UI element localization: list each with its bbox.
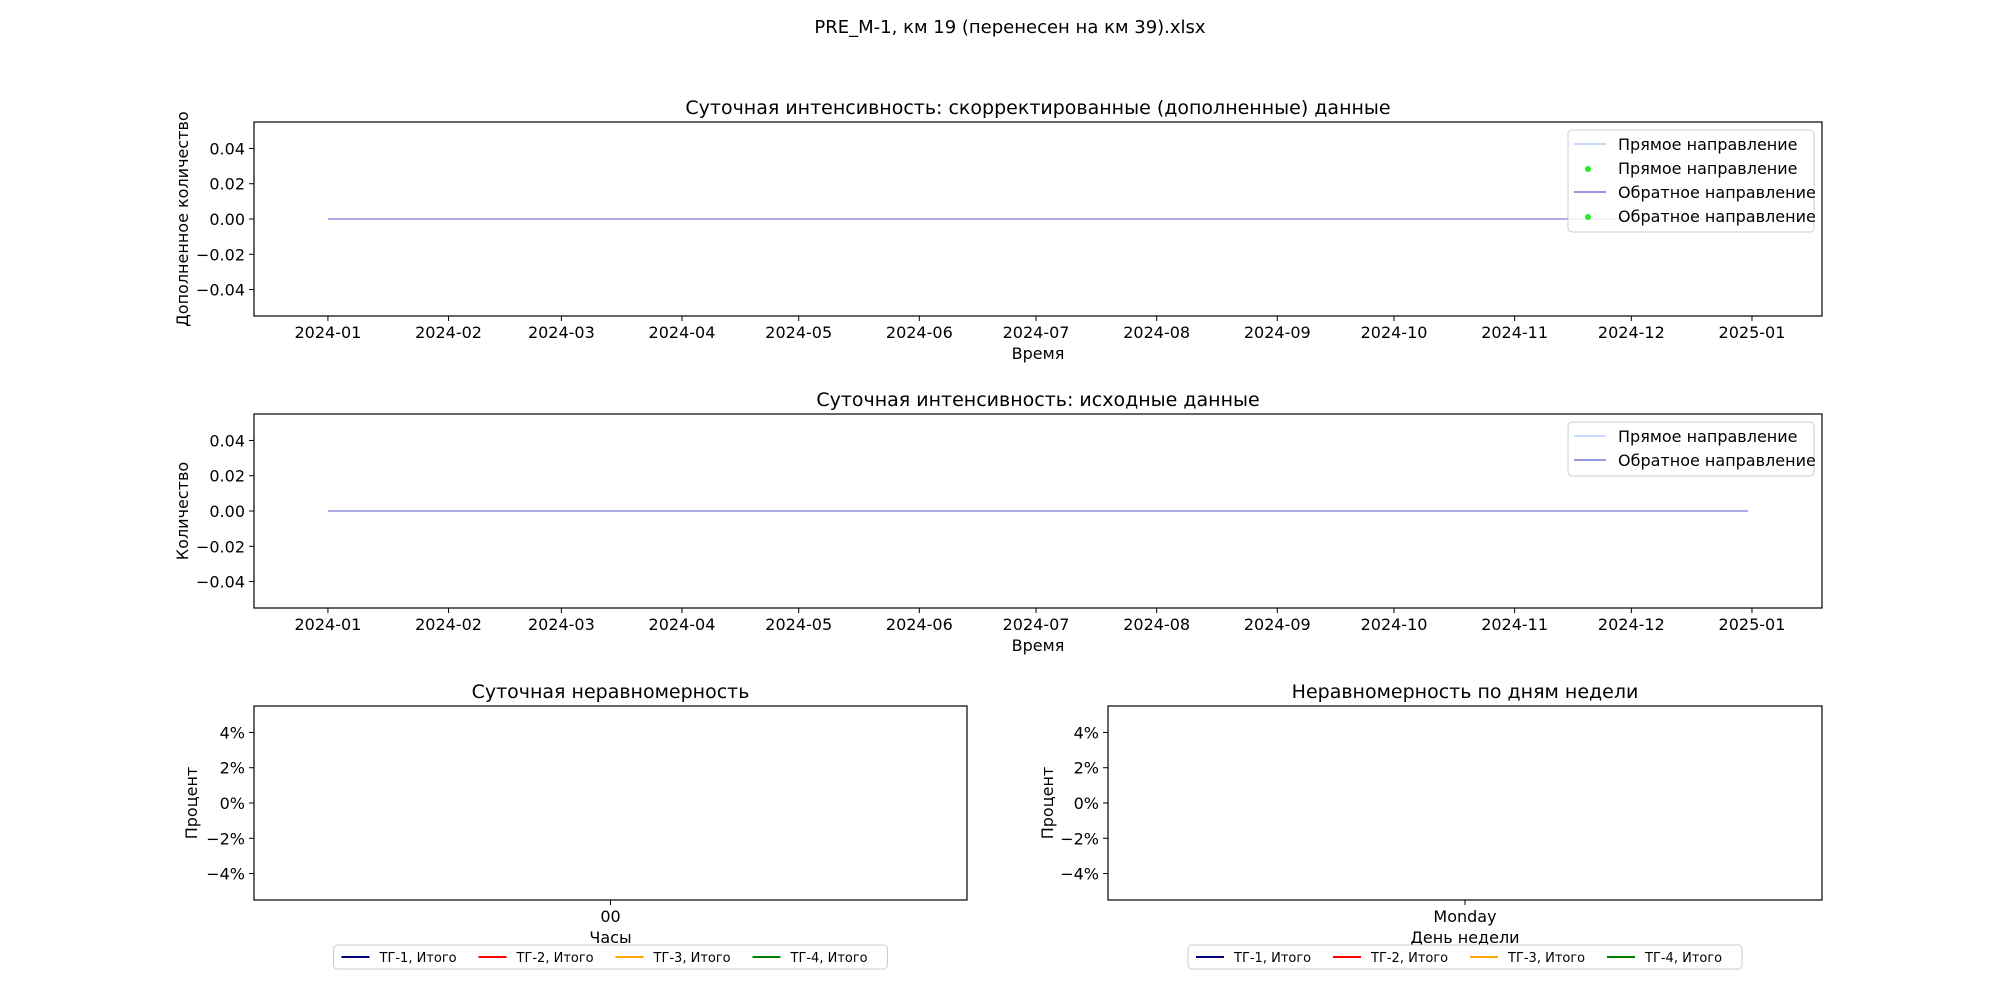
y-tick-label: 2% [1074,759,1099,778]
chart-title: Суточная неравномерность [472,681,750,703]
y-tick-label: 4% [1074,723,1099,742]
y-tick-label: 0.00 [209,210,245,229]
x-tick-label: 2024-02 [415,323,482,342]
legend-label: Прямое направление [1618,159,1798,178]
legend-label: ТГ-4, Итого [1644,951,1722,966]
x-tick-label: 2024-11 [1481,323,1548,342]
legend-label: Обратное направление [1618,183,1816,202]
x-tick-label: 2024-06 [886,615,953,634]
legend-marker [1585,214,1591,220]
legend-box [333,944,888,970]
x-tick-label: 2024-09 [1244,615,1311,634]
legend-label: ТГ-4, Итого [790,951,868,966]
legend-box [1567,421,1815,477]
x-tick-label: 2024-01 [294,615,361,634]
y-tick-label: −0.04 [196,573,245,592]
y-tick-label: −4% [206,865,245,884]
legend-label: ТГ-2, Итого [1370,951,1448,966]
x-tick-label: 2024-05 [765,615,832,634]
y-axis-label: Процент [182,767,201,840]
legend-label: ТГ-3, Итого [1507,951,1585,966]
legend-box [1187,944,1743,970]
y-tick-label: −2% [206,829,245,848]
legend-label: Обратное направление [1618,207,1816,226]
y-tick-label: 0% [1074,794,1099,813]
y-tick-label: 0.02 [209,467,245,486]
x-tick-label: 2024-10 [1361,323,1428,342]
x-axis-label: Время [1012,636,1065,655]
legend-label: Прямое направление [1618,427,1798,446]
chart-corrected: Суточная интенсивность: скорректированны… [173,97,1823,363]
x-tick-label: 2024-03 [528,323,595,342]
figure-title: PRE_M-1, км 19 (перенесен на км 39).xlsx [814,17,1205,38]
x-tick-label: 2025-01 [1719,615,1786,634]
x-axis-label: День недели [1410,928,1519,947]
x-tick-label: 2024-04 [649,323,716,342]
y-tick-label: −0.04 [196,281,245,300]
x-tick-label: 2024-12 [1598,323,1665,342]
x-tick-label: 2024-03 [528,615,595,634]
x-tick-label: 2024-12 [1598,615,1665,634]
x-tick-label: 2024-08 [1123,323,1190,342]
legend-label: Прямое направление [1618,135,1798,154]
y-tick-label: 0.00 [209,502,245,521]
x-axis-label: Время [1012,344,1065,363]
plot-frame [1107,705,1823,901]
y-tick-label: 0.04 [209,431,245,450]
x-tick-label: 00 [600,907,620,926]
y-axis-label: Количество [173,462,192,560]
chart-weekday: Неравномерность по дням недели 4% 2% 0% −2% −… [1038,681,1823,970]
x-tick-label: 2024-04 [649,615,716,634]
legend-box [1567,129,1815,233]
legend-label: Обратное направление [1618,451,1816,470]
x-tick-label: 2024-11 [1481,615,1548,634]
x-tick-label: 2024-09 [1244,323,1311,342]
x-tick-label: 2024-07 [1003,615,1070,634]
legend-label: ТГ-3, Итого [653,951,731,966]
x-tick-label: 2024-01 [294,323,361,342]
y-tick-label: −4% [1060,865,1099,884]
legend-marker [1585,166,1591,172]
chart-raw: Суточная интенсивность: исходные данные 0… [173,389,1823,655]
legend-label: ТГ-2, Итого [516,951,594,966]
x-tick-label: 2024-10 [1361,615,1428,634]
y-tick-label: −0.02 [196,537,245,556]
y-tick-label: −0.02 [196,245,245,264]
chart-title: Суточная интенсивность: скорректированны… [685,97,1390,119]
y-tick-label: 0.04 [209,139,245,158]
legend-label: ТГ-1, Итого [379,951,457,966]
y-axis-label: Дополненное количество [173,111,192,326]
y-tick-label: 2% [220,759,245,778]
chart-hourly: Суточная неравномерность 4% 2% 0% −2% −4% 00 Ча… [182,681,968,970]
x-tick-label: 2024-02 [415,615,482,634]
y-tick-label: 0.02 [209,175,245,194]
x-tick-label: 2025-01 [1719,323,1786,342]
y-axis-label: Процент [1038,767,1057,840]
x-tick-label: 2024-06 [886,323,953,342]
y-tick-label: 0% [220,794,245,813]
x-tick-label: 2024-05 [765,323,832,342]
chart-title: Суточная интенсивность: исходные данные [816,389,1259,411]
legend-label: ТГ-1, Итого [1233,951,1311,966]
y-tick-label: 4% [220,723,245,742]
x-tick-label: 2024-07 [1003,323,1070,342]
x-tick-label: Monday [1433,907,1496,926]
x-tick-label: 2024-08 [1123,615,1190,634]
x-axis-label: Часы [589,928,631,947]
chart-title: Неравномерность по дням недели [1292,681,1639,703]
plot-frame [253,705,968,901]
y-tick-label: −2% [1060,829,1099,848]
